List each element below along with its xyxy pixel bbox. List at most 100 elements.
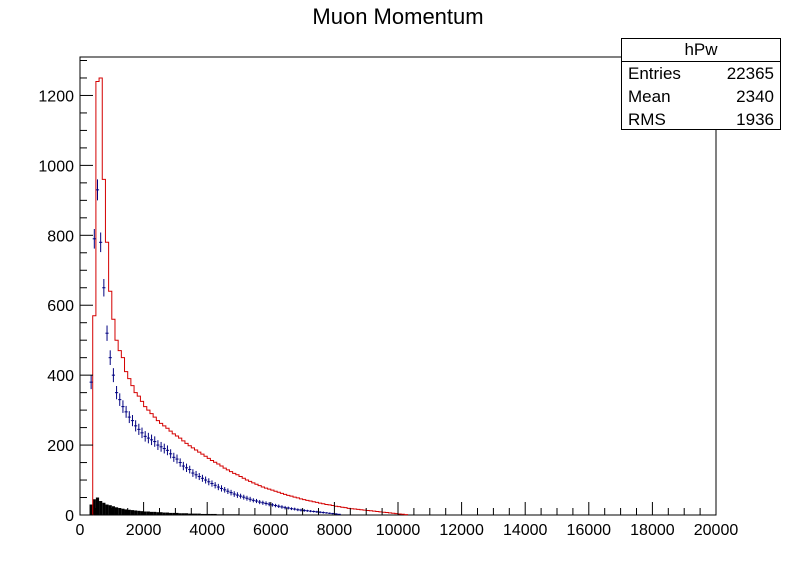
data-point	[226, 488, 230, 495]
data-point	[286, 506, 290, 510]
filled-bar	[226, 514, 230, 515]
data-point	[324, 512, 329, 514]
data-point	[108, 350, 112, 366]
data-point	[118, 393, 122, 406]
data-point	[200, 474, 205, 482]
data-point	[111, 368, 115, 383]
chart-title: Muon Momentum	[312, 4, 484, 29]
filled-bar	[156, 512, 160, 515]
filled-bar	[184, 513, 189, 515]
data-point	[156, 440, 160, 450]
filled-bar	[127, 509, 131, 515]
data-point	[172, 452, 176, 462]
y-tick-label: 800	[47, 228, 74, 245]
y-axis: 0 200 400 600 800 1000 1200	[38, 59, 93, 525]
data-point	[194, 470, 198, 479]
data-point	[184, 463, 189, 472]
data-point	[232, 491, 236, 497]
data-point	[264, 501, 268, 506]
stats-box-title: hPw	[622, 39, 780, 62]
x-tick-label: 20000	[694, 522, 739, 539]
filled-bar	[114, 507, 119, 515]
filled-bar	[169, 512, 173, 515]
step-line	[89, 77, 409, 516]
stats-value: 2340	[736, 87, 774, 106]
filled-bar	[191, 513, 195, 515]
x-tick-label: 2000	[126, 522, 162, 539]
stats-label: Entries	[628, 64, 681, 83]
filled-bar	[153, 511, 157, 515]
data-point	[248, 496, 252, 502]
data-point	[191, 469, 195, 477]
data-point	[293, 507, 297, 511]
filled-bar	[181, 513, 185, 515]
filled-bar	[178, 513, 182, 515]
data-point	[280, 505, 284, 509]
data-point	[178, 458, 182, 467]
data-points	[89, 179, 341, 515]
data-point	[204, 476, 208, 484]
x-tick-label: 0	[76, 522, 85, 539]
filled-bar	[143, 511, 147, 515]
data-point	[254, 498, 259, 504]
data-point	[328, 512, 332, 514]
stats-value: 1936	[736, 110, 774, 129]
data-point	[175, 454, 179, 464]
y-tick-label: 1000	[38, 158, 74, 175]
data-point	[89, 375, 93, 390]
data-point	[213, 482, 217, 489]
filled-bar	[200, 513, 205, 515]
stats-box: hPw Entries 22365 Mean 2340 RMS 1936	[621, 38, 781, 130]
x-tick-label: 8000	[317, 522, 353, 539]
data-point	[315, 510, 319, 513]
data-point	[146, 432, 150, 444]
filled-bar	[213, 513, 217, 515]
filled-bar	[146, 511, 150, 515]
data-point	[270, 503, 274, 507]
filled-histogram	[89, 497, 281, 515]
filled-bar	[204, 513, 208, 515]
filled-bar	[105, 504, 109, 515]
stats-label: RMS	[628, 110, 666, 129]
data-point	[321, 511, 325, 514]
data-point	[153, 436, 157, 447]
data-point	[312, 510, 316, 513]
data-point	[283, 505, 287, 510]
x-tick-label: 18000	[630, 522, 675, 539]
data-point	[207, 478, 211, 486]
data-point	[258, 499, 262, 505]
data-point	[140, 427, 144, 439]
filled-bar	[137, 510, 141, 515]
data-point	[308, 510, 313, 513]
data-point	[219, 485, 224, 492]
data-point	[159, 441, 163, 452]
data-point	[334, 513, 338, 515]
data-point	[289, 507, 294, 511]
data-point	[137, 423, 141, 435]
y-tick-label: 400	[47, 368, 74, 385]
stats-row-mean: Mean 2340	[622, 85, 780, 108]
y-tick-label: 600	[47, 298, 74, 315]
filled-bar	[216, 514, 220, 515]
x-tick-label: 16000	[567, 522, 612, 539]
data-point	[114, 385, 119, 400]
data-point	[305, 509, 309, 512]
filled-bar	[194, 513, 198, 515]
filled-bar	[159, 512, 163, 515]
x-tick-label: 10000	[376, 522, 421, 539]
filled-bar	[172, 512, 176, 515]
filled-bar	[140, 511, 144, 515]
data-point	[277, 504, 281, 509]
filled-bar	[229, 514, 233, 515]
data-point	[95, 179, 100, 201]
data-point	[169, 449, 173, 459]
filled-bar	[165, 512, 170, 515]
step-histogram	[89, 77, 409, 516]
filled-bar	[223, 514, 227, 515]
filled-bar	[207, 513, 211, 515]
data-point	[331, 512, 335, 515]
data-point	[92, 229, 96, 249]
filled-bar	[92, 499, 96, 515]
data-point	[121, 400, 125, 413]
data-point	[134, 420, 138, 432]
